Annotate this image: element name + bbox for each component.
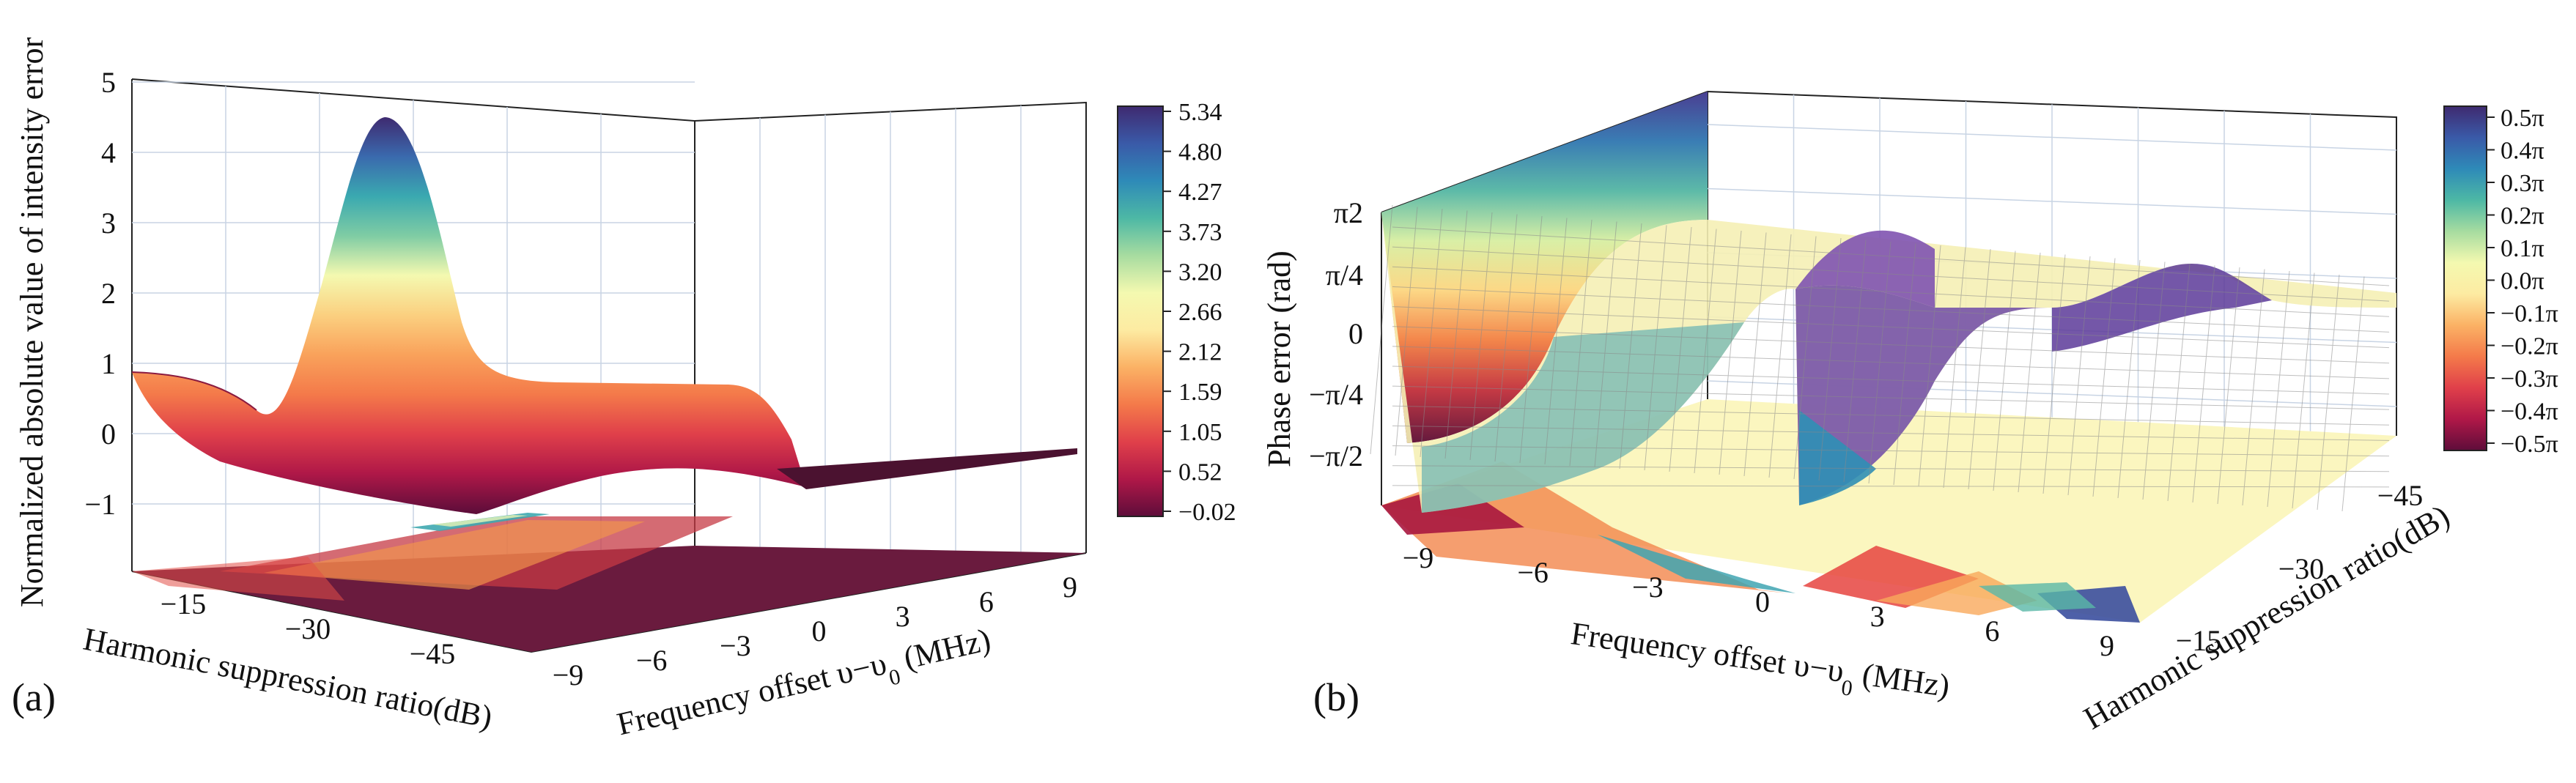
- panel-b-x-tick: 0: [1755, 585, 1770, 618]
- panel-b-x-ticks: −9 −6 −3 0 3 6 9: [1403, 541, 2114, 662]
- panel-b-z-ticks: π2 π/4 0 −π/4 −π/2: [1309, 196, 1363, 472]
- panel-b-colorbar-tick: −0.5π: [2501, 431, 2558, 458]
- panel-a-colorbar-tick: 3.20: [1178, 259, 1222, 286]
- panel-b-colorbar-tick: −0.3π: [2501, 365, 2558, 393]
- panel-b-y-tick: −30: [2278, 552, 2325, 585]
- panel-a-surface: [131, 117, 1077, 514]
- panel-a-y-tick: 3: [896, 600, 910, 633]
- panel-a-z-tick: 1: [101, 347, 116, 380]
- panel-a-y-label: Frequency offset υ−υ0 (MHz): [613, 621, 996, 752]
- panel-b-colorbar: 0.5π 0.4π 0.3π 0.2π 0.1π 0.0π −0.1π −0.2π −0.3π −…: [2443, 105, 2558, 458]
- panel-a-z-ticks: −1 0 1 2 3 4 5: [84, 66, 116, 521]
- panel-b-colorbar-tick: 0.1π: [2501, 235, 2544, 262]
- panel-b-x-tick: −9: [1403, 541, 1434, 574]
- panel-a-x-ticks: −15 −30 −45: [160, 587, 456, 670]
- panel-b-z-tick: π/4: [1326, 259, 1363, 292]
- panel-b-colorbar-tick: 0.3π: [2501, 170, 2544, 197]
- panel-b-z-tick: −π/2: [1309, 439, 1363, 472]
- panel-b-x-tick: −6: [1517, 556, 1549, 589]
- panel-a-label: (a): [12, 675, 56, 719]
- panel-b-colorbar-tick: −0.1π: [2501, 300, 2558, 327]
- panel-a-y-tick: −9: [553, 658, 584, 691]
- panel-a-colorbar: 5.34 4.80 4.27 3.73 3.20 2.66 2.12 1.59 1.05 0.52…: [1117, 99, 1236, 526]
- panel-a-z-tick: 3: [101, 207, 116, 240]
- panel-b-z-tick: 0: [1348, 317, 1363, 350]
- panel-b-colorbar-tick: 0.0π: [2501, 268, 2544, 295]
- panel-b-y-tick: −15: [2176, 624, 2222, 657]
- panel-a-colorbar-tick: 3.73: [1178, 219, 1222, 246]
- panel-a-y-tick: 0: [812, 615, 827, 647]
- panel-a-y-tick: −6: [636, 644, 668, 677]
- panel-a-colorbar-tick: 2.12: [1178, 339, 1222, 366]
- panel-a-y-tick: −3: [720, 629, 751, 662]
- panel-b-colorbar-tick: −0.4π: [2501, 398, 2558, 426]
- panel-a-colorbar-tick: 1.59: [1178, 379, 1222, 406]
- panel-b-colorbar-tick: −0.2π: [2501, 333, 2558, 360]
- panel-a-colorbar-tick: 0.52: [1178, 459, 1222, 486]
- panel-a-y-tick: 9: [1063, 571, 1077, 604]
- panel-a-colorbar-tick: 2.66: [1178, 299, 1222, 326]
- panel-a-colorbar-tick: 4.27: [1178, 179, 1222, 206]
- panel-a-colorbar-tick: −0.02: [1178, 499, 1236, 526]
- panel-a-colorbar-tick: 1.05: [1178, 419, 1222, 446]
- panel-b-y-tick: −45: [2377, 479, 2424, 512]
- panel-b-x-label: Frequency offset υ−υ0 (MHz): [1568, 615, 1952, 713]
- panel-a-gridlines: [132, 81, 1022, 568]
- panel-b-colorbar-tick: 0.5π: [2501, 105, 2544, 132]
- panel-b-label: (b): [1313, 675, 1359, 719]
- panel-a-z-tick: 4: [101, 136, 116, 169]
- panel-a-z-tick: 2: [101, 277, 116, 310]
- panel-a: −1 0 1 2 3 4 5 Normalized absolute value of in…: [12, 37, 1236, 752]
- panel-a-x-tick: −15: [160, 587, 207, 620]
- panel-b-colorbar-tick: 0.4π: [2501, 138, 2544, 165]
- panel-a-y-ticks: −9 −6 −3 0 3 6 9: [553, 571, 1077, 691]
- panel-b-z-tick: π2: [1334, 196, 1363, 229]
- panel-b-x-tick: 6: [1985, 615, 1999, 647]
- panel-a-colorbar-tick: 4.80: [1178, 139, 1222, 166]
- panel-b: π2π/40−π/4−π/2 Phase error (rad) −9 −6 −3 0…: [1261, 90, 2558, 736]
- panel-a-y-tick: 6: [979, 585, 994, 618]
- panel-b-x-tick: 3: [1870, 600, 1885, 633]
- panel-b-z-tick: −π/4: [1309, 378, 1363, 411]
- panel-b-colorbar-tick: 0.2π: [2501, 203, 2544, 230]
- panel-a-z-tick: −1: [84, 488, 116, 521]
- panel-a-x-tick: −45: [410, 637, 456, 670]
- panel-b-x-tick: 9: [2100, 629, 2114, 662]
- panel-a-z-tick: 0: [101, 418, 116, 450]
- panel-b-surface: [1370, 92, 2396, 513]
- panel-b-x-tick: −3: [1632, 571, 1664, 604]
- panel-a-colorbar-tick: 5.34: [1178, 99, 1222, 126]
- panel-b-z-label: Phase error (rad): [1261, 251, 1297, 467]
- panel-a-z-tick: 5: [101, 66, 116, 99]
- panel-b-y-ticks: −45 −30 −15: [2176, 479, 2424, 657]
- panel-a-x-tick: −30: [285, 612, 331, 645]
- panel-a-z-label: Normalized absolute value of intensity e…: [14, 37, 50, 608]
- panel-a-floor-heatmap: [132, 513, 1086, 652]
